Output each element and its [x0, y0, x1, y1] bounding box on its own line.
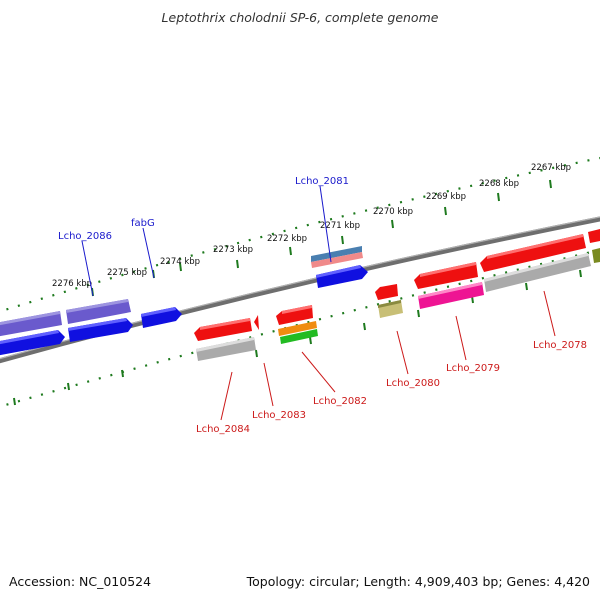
- tick-2272: [289, 246, 292, 256]
- tick-2273: [236, 259, 239, 269]
- feature-2081-blue[interactable]: [316, 265, 368, 288]
- feature-2081-steel[interactable]: [311, 246, 362, 262]
- feature-purple-2[interactable]: [66, 299, 131, 324]
- feature-olive-right[interactable]: [592, 248, 600, 263]
- kbp-label-2268: 2268 kbp: [479, 179, 519, 189]
- gene-labels: Lcho_2086 fabG Lcho_2081 Lcho_2084 Lcho_…: [58, 176, 587, 435]
- gene-label-lcho-2083[interactable]: Lcho_2083: [252, 410, 306, 421]
- kbp-label-2271: 2271 kbp: [320, 221, 360, 231]
- map-title: Leptothrix cholodnii SP-6, complete geno…: [162, 10, 439, 25]
- feature-2084-red[interactable]: [194, 318, 252, 341]
- scale-ticks: 2276 kbp 2275 kbp 2274 kbp 2273 kbp 2272…: [52, 163, 571, 297]
- feature-2078-grey[interactable]: [484, 253, 591, 292]
- feature-2082-orange[interactable]: [278, 321, 317, 336]
- gene-label-lcho-2082[interactable]: Lcho_2082: [313, 396, 367, 407]
- tick-2270: [391, 219, 394, 229]
- feature-blue-1[interactable]: [0, 330, 65, 356]
- feature-2083[interactable]: [254, 315, 259, 330]
- tick-2269: [444, 206, 447, 216]
- inner-scale-ticks: [13, 269, 582, 406]
- kbp-label-2273: 2273 kbp: [213, 245, 253, 255]
- gene-label-lcho-2079[interactable]: Lcho_2079: [446, 363, 500, 374]
- tick-2268: [497, 192, 500, 202]
- kbp-label-2275: 2275 kbp: [107, 268, 147, 278]
- kbp-label-2267: 2267 kbp: [531, 163, 571, 173]
- feature-2079-red[interactable]: [414, 262, 478, 289]
- reverse-features: [194, 234, 600, 361]
- tick-2274: [179, 262, 182, 272]
- tick-2271: [341, 235, 344, 245]
- kbp-label-2269: 2269 kbp: [426, 192, 466, 202]
- feature-blue-2[interactable]: [68, 318, 133, 342]
- feature-red-small-right[interactable]: [588, 229, 600, 243]
- genome-summary-text: Topology: circular; Length: 4,909,403 bp…: [246, 574, 590, 589]
- gene-label-lcho-2081[interactable]: Lcho_2081: [295, 176, 349, 187]
- gene-label-lcho-2086[interactable]: Lcho_2086: [58, 231, 112, 242]
- feature-2082-green[interactable]: [280, 329, 318, 344]
- label-leaders: [81, 185, 556, 421]
- gene-label-lcho-2080[interactable]: Lcho_2080: [386, 378, 440, 389]
- kbp-label-2272: 2272 kbp: [267, 234, 307, 244]
- forward-features: [0, 229, 600, 356]
- kbp-label-2276: 2276 kbp: [52, 279, 92, 289]
- accession-text: Accession: NC_010524: [9, 574, 151, 589]
- feature-2081-pink[interactable]: [311, 252, 363, 268]
- tick-2267: [549, 179, 552, 189]
- gene-label-fabg[interactable]: fabG: [131, 218, 155, 229]
- kbp-label-2274: 2274 kbp: [160, 257, 200, 267]
- feature-2080-red[interactable]: [375, 284, 398, 300]
- gene-label-lcho-2084[interactable]: Lcho_2084: [196, 424, 250, 435]
- feature-purple-1[interactable]: [0, 311, 62, 337]
- gene-label-lcho-2078[interactable]: Lcho_2078: [533, 340, 587, 351]
- kbp-label-2270: 2270 kbp: [373, 207, 413, 217]
- feature-2082-red[interactable]: [276, 305, 313, 325]
- feature-2084-grey[interactable]: [196, 337, 256, 361]
- feature-2078-red[interactable]: [480, 234, 586, 272]
- feature-2079-magenta[interactable]: [418, 282, 484, 309]
